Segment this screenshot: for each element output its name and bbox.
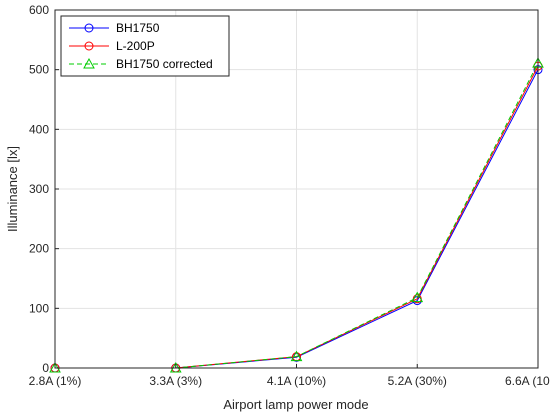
legend: BH1750 L-200P BH1750 corrected — [60, 15, 230, 77]
x-axis-label: Airport lamp power mode — [223, 397, 368, 412]
legend-entry: L-200P — [69, 39, 155, 53]
legend-entry: BH1750 corrected — [69, 57, 213, 71]
y-tick-label: 400 — [29, 122, 49, 136]
y-tick-label: 600 — [29, 3, 49, 17]
y-tick-label: 500 — [29, 63, 49, 77]
y-tick-label: 200 — [29, 242, 49, 256]
data-point — [290, 350, 303, 362]
grid-lines — [54, 9, 539, 369]
y-axis-label: Illuminance [lx] — [5, 146, 20, 232]
x-tick-label: 4.1A (10%) — [267, 374, 326, 388]
axis-ticks: 2.8A (1%) 3.3A (3%) 4.1A (10%) 5.2A (30%) 6.… — [29, 3, 550, 388]
y-tick-label: 100 — [29, 301, 49, 315]
data-point — [411, 291, 424, 303]
legend-entry: BH1750 — [69, 21, 160, 35]
x-tick-label: 5.2A (30%) — [388, 374, 447, 388]
x-tick-label: 2.8A (1%) — [29, 374, 82, 388]
legend-marker — [83, 57, 95, 69]
y-tick-label: 300 — [29, 182, 49, 196]
x-tick-label: 3.3A (3%) — [149, 374, 202, 388]
legend-marker — [84, 23, 94, 33]
legend-label: BH1750 — [116, 21, 160, 35]
legend-label: L-200P — [116, 39, 155, 53]
legend-label: BH1750 corrected — [116, 57, 213, 71]
legend-marker — [84, 41, 94, 51]
y-tick-label: 0 — [42, 361, 49, 375]
x-tick-label: 6.6A (100%) — [505, 374, 550, 388]
